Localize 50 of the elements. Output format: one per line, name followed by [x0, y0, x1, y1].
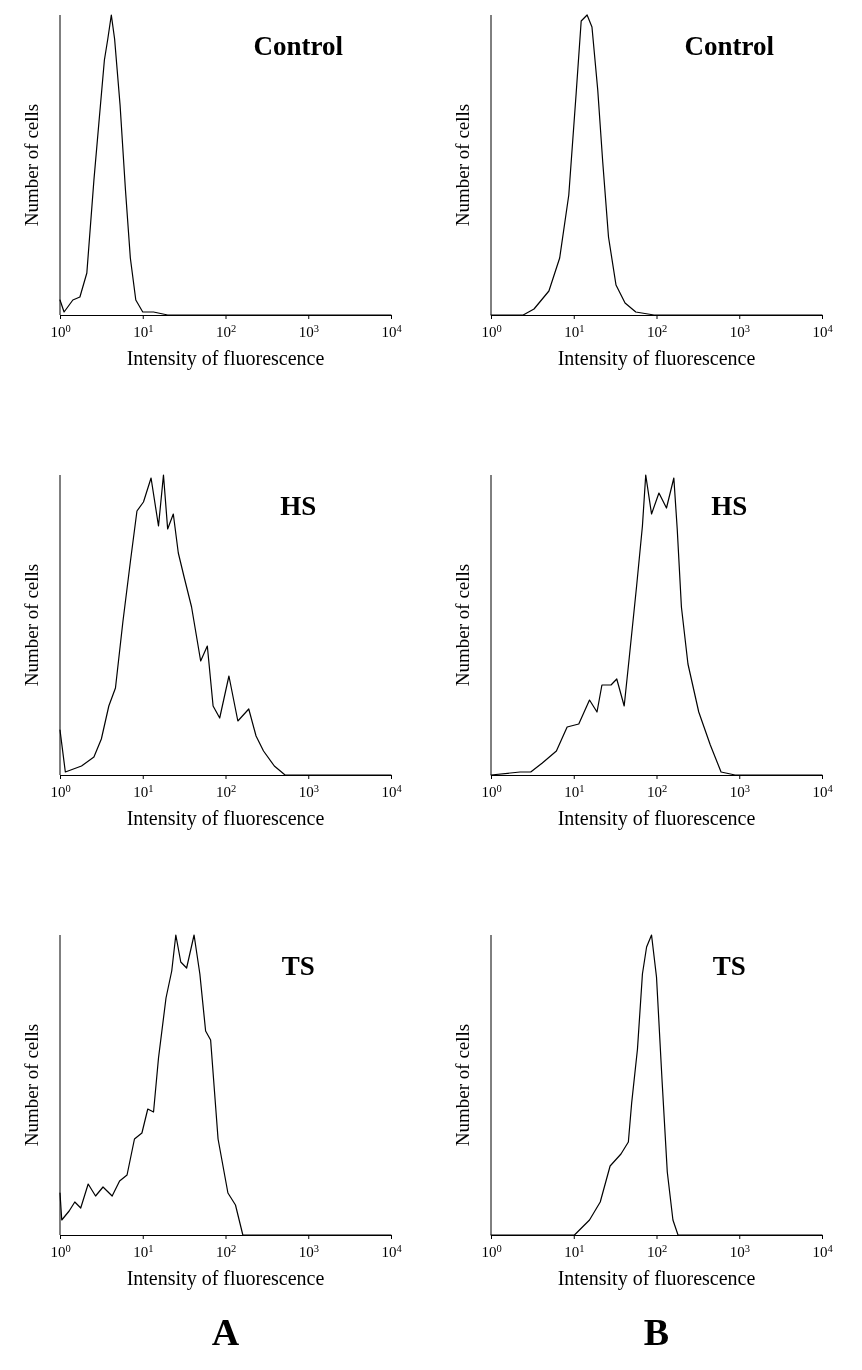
- x-axis-title: Intensity of fluorescence: [557, 347, 756, 370]
- x-tick-label: 10$^{2}$: [646, 1242, 668, 1260]
- y-axis-title: Number of cells: [452, 103, 473, 227]
- x-tick-label: 10$^{0}$: [50, 1242, 71, 1260]
- x-tick-label: 10$^{2}$: [215, 322, 237, 340]
- x-tick-label: 10$^{0}$: [481, 1242, 502, 1260]
- x-tick-label: 10$^{1}$: [564, 782, 585, 800]
- text: Control: [684, 31, 775, 61]
- x-tick-label: 10$^{3}$: [729, 782, 750, 800]
- x-tick-label: 10$^{2}$: [215, 1242, 237, 1260]
- x-tick-label: 10$^{4}$: [381, 1242, 403, 1260]
- x-tick-label: 10$^{4}$: [812, 782, 834, 800]
- x-tick-label: 10$^{0}$: [50, 782, 71, 800]
- text: HS: [280, 491, 317, 521]
- x-tick-label: 10$^{4}$: [812, 1242, 834, 1260]
- text: TS: [281, 951, 315, 981]
- x-tick-label: 10$^{3}$: [298, 1242, 319, 1260]
- y-axis-title: Number of cells: [21, 1023, 42, 1147]
- x-tick-label: 10$^{2}$: [646, 322, 668, 340]
- x-tick-label: 10$^{1}$: [564, 1242, 585, 1260]
- y-axis-title: Number of cells: [21, 103, 42, 227]
- x-axis-title: Intensity of fluorescence: [126, 1267, 325, 1290]
- text: A: [211, 1311, 240, 1353]
- x-tick-label: 10$^{4}$: [381, 782, 403, 800]
- text: TS: [712, 951, 746, 981]
- x-tick-label: 10$^{1}$: [133, 782, 154, 800]
- x-tick-label: 10$^{4}$: [812, 322, 834, 340]
- y-axis-title: Number of cells: [21, 563, 42, 687]
- x-tick-label: 10$^{3}$: [298, 322, 319, 340]
- x-axis-title: Intensity of fluorescence: [557, 807, 756, 830]
- x-tick-label: 10$^{0}$: [50, 322, 71, 340]
- x-tick-label: 10$^{2}$: [646, 782, 668, 800]
- x-axis-title: Intensity of fluorescence: [557, 1267, 756, 1290]
- x-tick-label: 10$^{2}$: [215, 782, 237, 800]
- x-tick-label: 10$^{0}$: [481, 782, 502, 800]
- x-tick-label: 10$^{1}$: [564, 322, 585, 340]
- text: B: [643, 1311, 670, 1353]
- text: Control: [253, 31, 344, 61]
- x-tick-label: 10$^{3}$: [298, 782, 319, 800]
- x-tick-label: 10$^{0}$: [481, 322, 502, 340]
- y-axis-title: Number of cells: [452, 1023, 473, 1147]
- text: HS: [711, 491, 748, 521]
- x-tick-label: 10$^{3}$: [729, 1242, 750, 1260]
- x-axis-title: Intensity of fluorescence: [126, 347, 325, 370]
- x-tick-label: 10$^{4}$: [381, 322, 403, 340]
- x-tick-label: 10$^{3}$: [729, 322, 750, 340]
- x-axis-title: Intensity of fluorescence: [126, 807, 325, 830]
- x-tick-label: 10$^{1}$: [133, 1242, 154, 1260]
- x-tick-label: 10$^{1}$: [133, 322, 154, 340]
- y-axis-title: Number of cells: [452, 563, 473, 687]
